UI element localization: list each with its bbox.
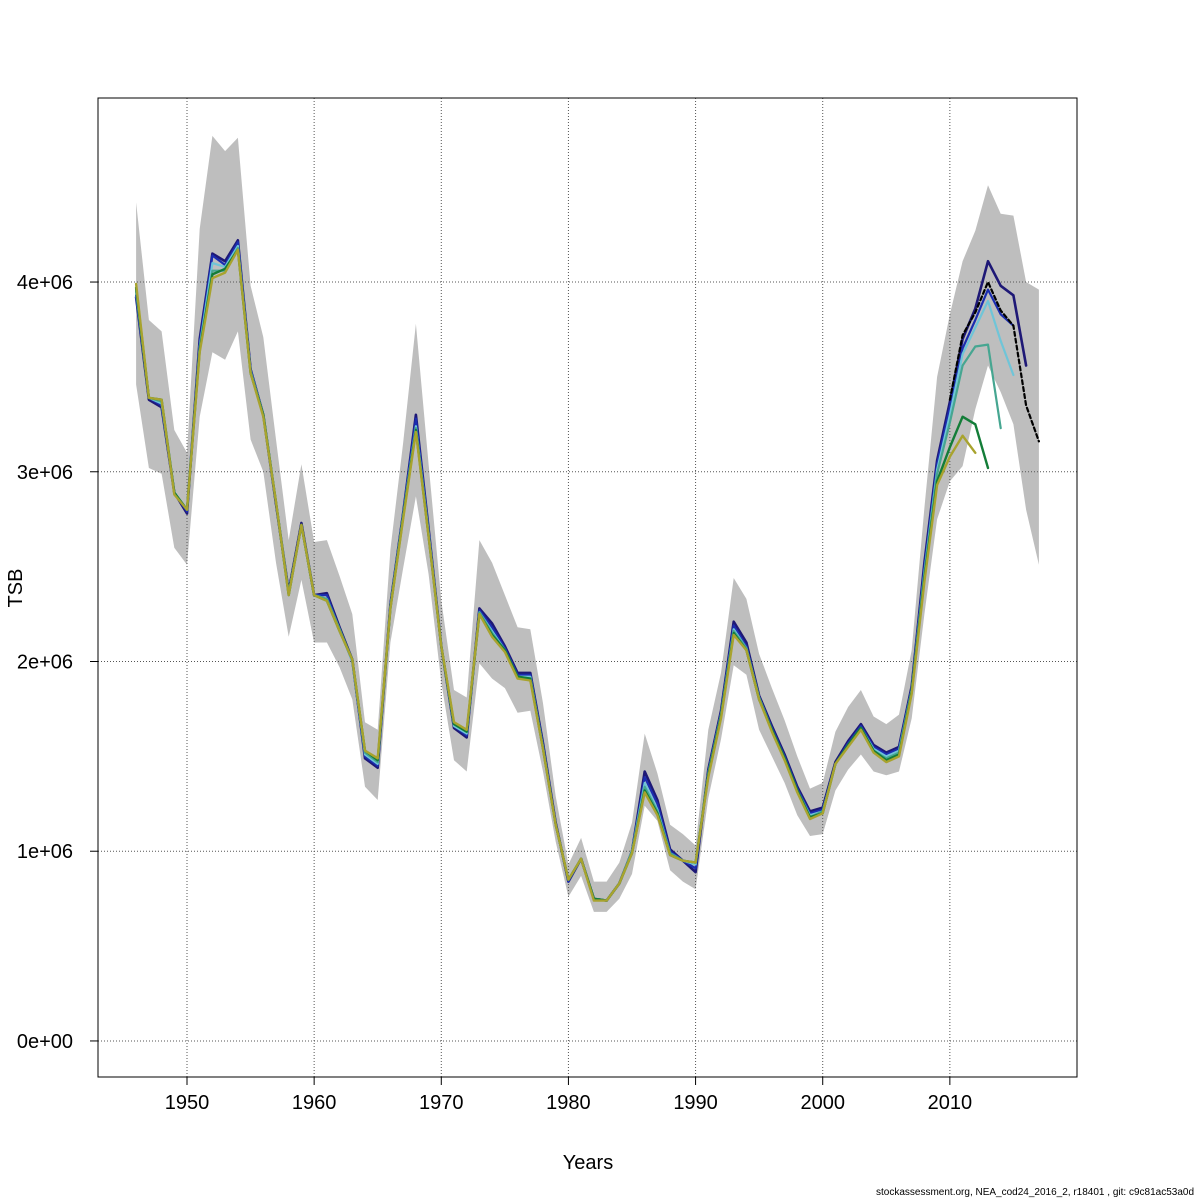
x-axis-label: Years <box>563 1152 613 1174</box>
x-axis: 1950 1960 1970 1980 1990 2000 2010 <box>165 1077 972 1114</box>
y-tick-label: 1e+06 <box>17 841 73 863</box>
y-axis-label: TSB <box>5 569 27 608</box>
series-line-1 <box>134 239 1028 902</box>
series-line-3 <box>948 280 1041 443</box>
x-tick-label: 1980 <box>546 1092 591 1114</box>
y-tick-label: 3e+06 <box>17 462 73 484</box>
x-tick-label: 1950 <box>165 1092 210 1114</box>
x-tick-label: 2010 <box>928 1092 973 1114</box>
series-lines <box>134 239 1041 902</box>
series-line-4 <box>135 244 1015 902</box>
confidence-band-group <box>136 135 1039 912</box>
footer-attribution: stockassessment.org, NEA_cod24_2016_2, r… <box>876 1187 1194 1198</box>
x-tick-label: 1970 <box>419 1092 464 1114</box>
series-line-2 <box>135 241 1015 902</box>
y-axis: 0e+00 1e+06 2e+06 3e+06 4e+06 <box>17 272 98 1053</box>
x-tick-label: 2000 <box>800 1092 845 1114</box>
plot-frame <box>97 97 1078 1078</box>
grid-overlay <box>98 98 1077 1077</box>
y-tick-label: 2e+06 <box>17 651 73 673</box>
x-tick-label: 1990 <box>673 1092 718 1114</box>
y-tick-label: 0e+00 <box>17 1031 73 1053</box>
y-tick-label: 4e+06 <box>17 272 73 294</box>
x-tick-label: 1960 <box>292 1092 337 1114</box>
series-line-7 <box>134 248 977 902</box>
confidence-band <box>136 135 1039 912</box>
series-line-5 <box>135 246 1002 902</box>
